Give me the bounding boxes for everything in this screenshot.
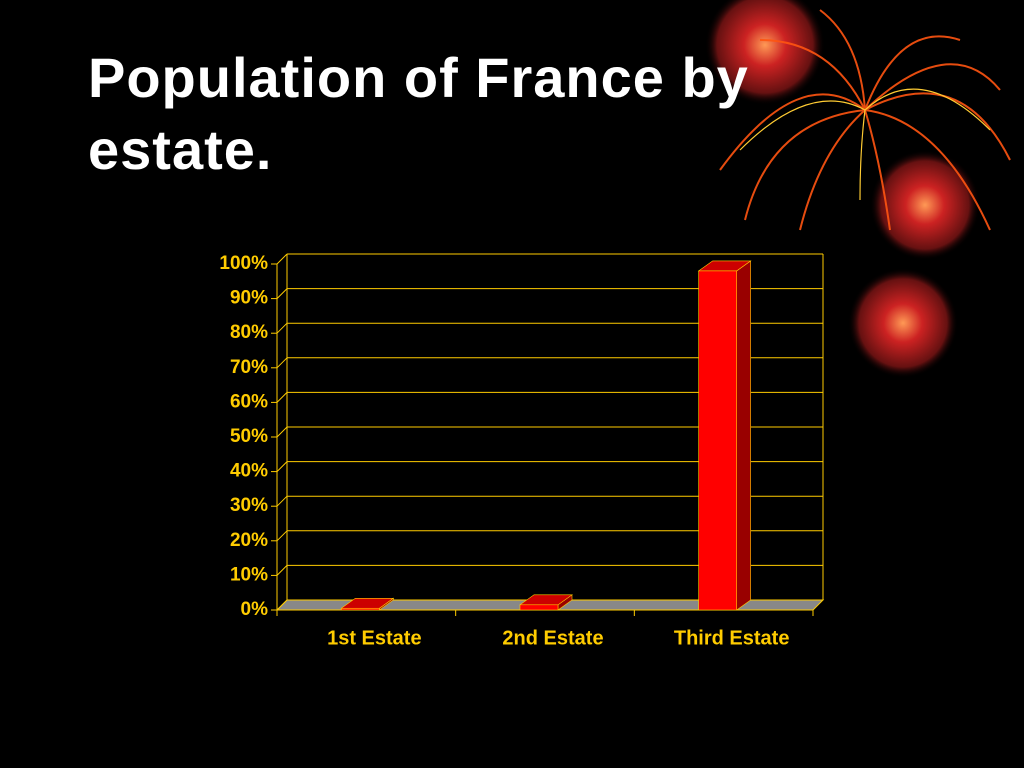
grid-line-side xyxy=(276,288,288,299)
y-tick-label: 40% xyxy=(230,461,268,482)
grid-line-side xyxy=(276,599,288,611)
grid-line-side xyxy=(276,495,288,507)
x-tick-label: 1st Estate xyxy=(327,627,422,649)
bar xyxy=(341,607,380,611)
y-tick-label: 80% xyxy=(230,322,268,343)
y-tick-label: 100% xyxy=(219,253,268,274)
slide-title: Population of France by estate. xyxy=(88,46,749,181)
y-tick-label: 70% xyxy=(230,357,268,378)
fireworks-decoration xyxy=(705,0,1011,378)
y-tick-label: 60% xyxy=(230,391,268,412)
y-tick-label: 20% xyxy=(230,530,268,551)
bar xyxy=(698,270,737,611)
x-tick-label: Third Estate xyxy=(674,627,790,649)
bar-side xyxy=(736,260,751,611)
y-tick-label: 30% xyxy=(230,495,268,516)
y-tick-label: 50% xyxy=(230,426,268,447)
grid-line-side xyxy=(276,322,288,334)
y-tick-label: 10% xyxy=(230,564,268,585)
grid-line-side xyxy=(276,461,288,472)
grid-line-side xyxy=(276,530,288,542)
grid-line-side xyxy=(276,357,288,369)
y-tick-label: 0% xyxy=(241,599,269,620)
grid-line-side xyxy=(276,253,288,265)
y-tick-label: 90% xyxy=(230,288,268,309)
grid-line-side xyxy=(276,426,288,438)
grid-line-side xyxy=(276,392,288,403)
bar xyxy=(519,604,559,611)
x-tick-label: 2nd Estate xyxy=(502,627,603,649)
grid-line-side xyxy=(276,565,288,576)
